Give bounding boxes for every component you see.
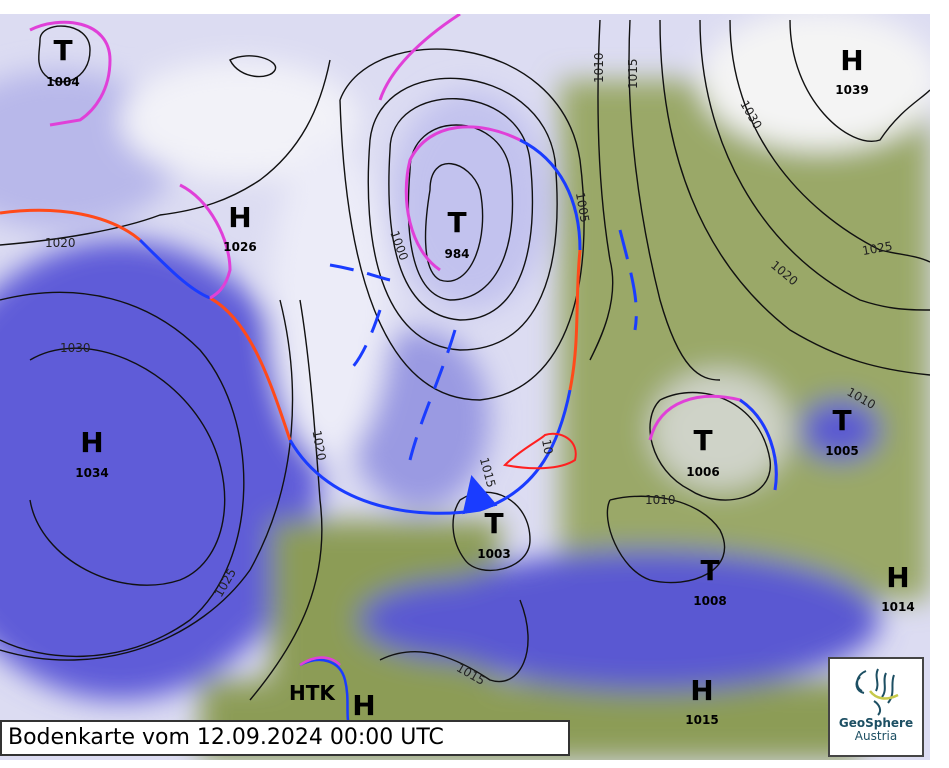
high-pressure-center: H 1014 <box>881 561 914 614</box>
logo-text-line1: GeoSphere <box>838 716 914 730</box>
cold-front <box>299 658 352 731</box>
high-pressure-center: H 1026 <box>223 201 256 254</box>
low-pressure-center: T 984 <box>444 206 469 261</box>
low-pressure-center: T 1004 <box>46 34 79 89</box>
svg-text:984: 984 <box>444 247 469 261</box>
svg-text:H: H <box>886 561 909 594</box>
svg-text:T: T <box>700 554 719 587</box>
svg-text:1039: 1039 <box>835 83 868 97</box>
svg-text:H: H <box>80 426 103 459</box>
high-pressure-center: H 1015 <box>685 674 718 727</box>
svg-text:1003: 1003 <box>477 547 510 561</box>
trough-line <box>618 229 638 331</box>
upper-cold-front <box>329 263 457 461</box>
high-pressure-center: H 1034 <box>75 426 108 480</box>
warm-front <box>209 296 292 441</box>
occluded-front <box>378 14 461 101</box>
occluded-front <box>404 125 521 272</box>
svg-text:1014: 1014 <box>881 600 914 614</box>
occluded-front <box>299 656 341 667</box>
svg-text:1005: 1005 <box>825 444 858 458</box>
weather-map: 1020 1030 1025 1020 1015 1010 1015 1030 … <box>0 14 930 760</box>
isobar-label: 1020 <box>310 429 329 462</box>
svg-text:T: T <box>693 424 712 457</box>
cold-front <box>739 398 778 491</box>
occluded-front <box>179 183 232 300</box>
pressure-centers: T 1004 H 1039 H 1026 T 984 H 1034 T 1006 T 1005… <box>46 34 914 727</box>
svg-text:H: H <box>228 201 251 234</box>
low-pressure-center: T 1008 <box>693 554 726 608</box>
svg-text:1015: 1015 <box>685 713 718 727</box>
cold-front <box>288 389 572 515</box>
geosphere-logo: GeoSphere Austria <box>828 657 924 757</box>
low-pressure-center: T 1005 <box>825 404 858 458</box>
austria-outline <box>502 432 577 470</box>
low-pressure-center: T 1006 <box>686 424 719 479</box>
map-caption: Bodenkarte vom 12.09.2024 00:00 UTC <box>0 720 570 756</box>
logo-text-line2: Austria <box>854 729 898 743</box>
isobar-label: 1025 <box>861 239 894 258</box>
svg-text:T: T <box>832 404 851 437</box>
high-pressure-center: H 1039 <box>835 44 868 97</box>
isobar-label: 1020 <box>45 236 76 250</box>
fronts <box>0 14 778 731</box>
svg-text:T: T <box>484 507 503 540</box>
isobar-label: 1010 <box>592 52 606 83</box>
isobar-label: 10 <box>539 438 555 455</box>
svg-text:T: T <box>53 34 72 67</box>
svg-text:1008: 1008 <box>693 594 726 608</box>
svg-text:T: T <box>447 206 466 239</box>
svg-text:1006: 1006 <box>686 465 719 479</box>
isobars <box>0 19 930 701</box>
svg-text:1026: 1026 <box>223 240 256 254</box>
svg-text:H: H <box>840 44 863 77</box>
svg-text:H: H <box>352 689 375 722</box>
isobar-label: 1015 <box>626 58 640 89</box>
satellite-layer <box>0 14 930 760</box>
occluded-front <box>29 20 112 127</box>
isobar-label: 1030 <box>60 341 91 355</box>
cold-front <box>519 138 582 251</box>
isobar-label: 1005 <box>573 191 592 224</box>
warm-front <box>568 249 582 391</box>
cold-front <box>138 238 211 300</box>
svg-text:1034: 1034 <box>75 466 108 480</box>
svg-text:1004: 1004 <box>46 75 79 89</box>
high-pressure-center: H <box>352 689 375 722</box>
svg-text:H: H <box>690 674 713 707</box>
htk-label: HTK <box>289 681 336 705</box>
warm-front <box>0 208 141 242</box>
geosphere-logo-icon <box>855 668 899 716</box>
low-pressure-center: T 1003 <box>477 507 510 561</box>
isobar-label: 1010 <box>645 493 676 507</box>
